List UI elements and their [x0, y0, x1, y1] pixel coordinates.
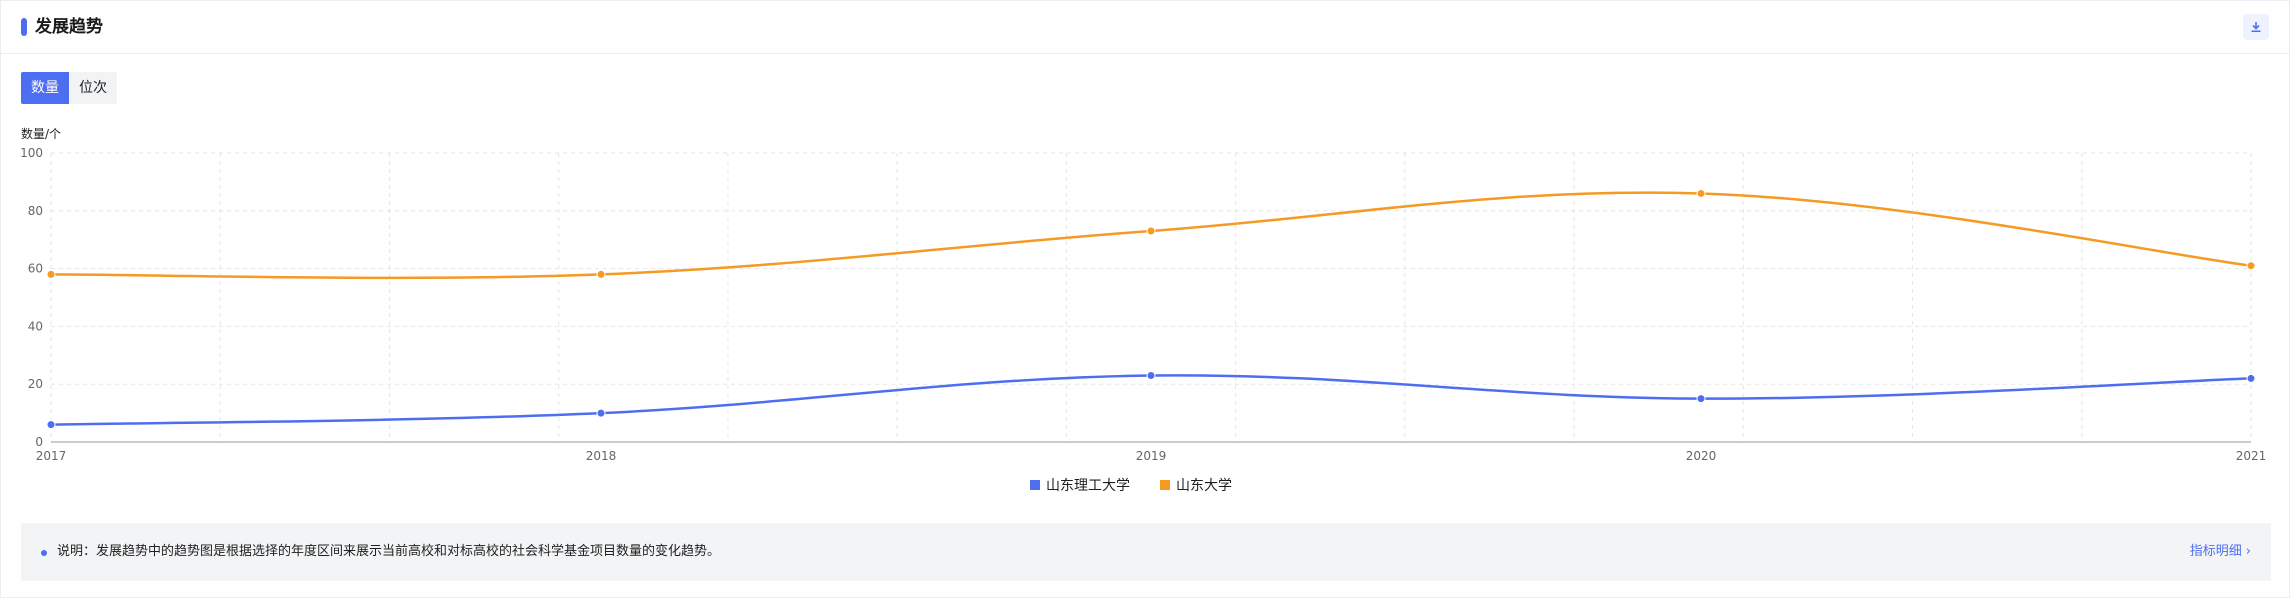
- x-tick-label: 2017: [36, 449, 67, 463]
- data-point: [1146, 226, 1156, 236]
- trend-chart-svg: 数量/个 0 20 40 60 80 100 2017 2018 2019 2020 2021 山东理工…: [20, 126, 2267, 494]
- indicator-detail-link[interactable]: 指标明细 ›: [2190, 542, 2251, 562]
- tab-quantity[interactable]: 数量: [21, 72, 69, 104]
- note-text: 说明：发展趋势中的趋势图是根据选择的年度区间来展示当前高校和对标高校的社会科学基…: [57, 544, 721, 559]
- download-button[interactable]: [2243, 14, 2269, 40]
- data-point: [596, 408, 606, 418]
- y-tick-label: 60: [28, 262, 43, 276]
- x-tick-label: 2019: [1136, 449, 1167, 463]
- trend-chart: 数量/个 0 20 40 60 80 100 2017 2018 2019 2020 2021 山东理工…: [1, 121, 2290, 511]
- title-accent-bar: [21, 18, 27, 36]
- data-point: [596, 269, 606, 279]
- legend-swatch: [1030, 480, 1040, 490]
- y-axis-title: 数量/个: [21, 126, 61, 141]
- data-point: [2246, 373, 2256, 383]
- panel-header: 发展趋势: [1, 1, 2289, 54]
- download-icon: [2251, 22, 2261, 32]
- data-point: [46, 420, 56, 430]
- note-box: 说明：发展趋势中的趋势图是根据选择的年度区间来展示当前高校和对标高校的社会科学基…: [21, 523, 2271, 581]
- data-point: [1696, 188, 1706, 198]
- legend-swatch: [1160, 480, 1170, 490]
- y-tick-label: 100: [20, 146, 43, 160]
- legend-label: 山东大学: [1176, 478, 1232, 494]
- x-tick-label: 2020: [1686, 449, 1717, 463]
- tab-rank[interactable]: 位次: [69, 72, 117, 104]
- y-tick-label: 0: [35, 435, 43, 449]
- data-point: [1696, 394, 1706, 404]
- panel-title: 发展趋势: [35, 17, 103, 37]
- data-point: [46, 269, 56, 279]
- y-tick-label: 80: [28, 204, 43, 218]
- data-point: [1146, 371, 1156, 381]
- indicator-detail-label: 指标明细: [2189, 544, 2242, 559]
- legend-label: 山东理工大学: [1046, 478, 1130, 494]
- x-tick-label: 2018: [586, 449, 617, 463]
- x-tick-label: 2021: [2236, 449, 2267, 463]
- note-bullet: [41, 550, 47, 556]
- y-tick-label: 40: [28, 319, 43, 333]
- data-point: [2246, 261, 2256, 271]
- y-tick-label: 20: [28, 377, 43, 391]
- metric-tabs: 数量 位次: [21, 72, 117, 104]
- chevron-right-icon: ›: [2245, 544, 2251, 559]
- series-line: [50, 374, 2252, 426]
